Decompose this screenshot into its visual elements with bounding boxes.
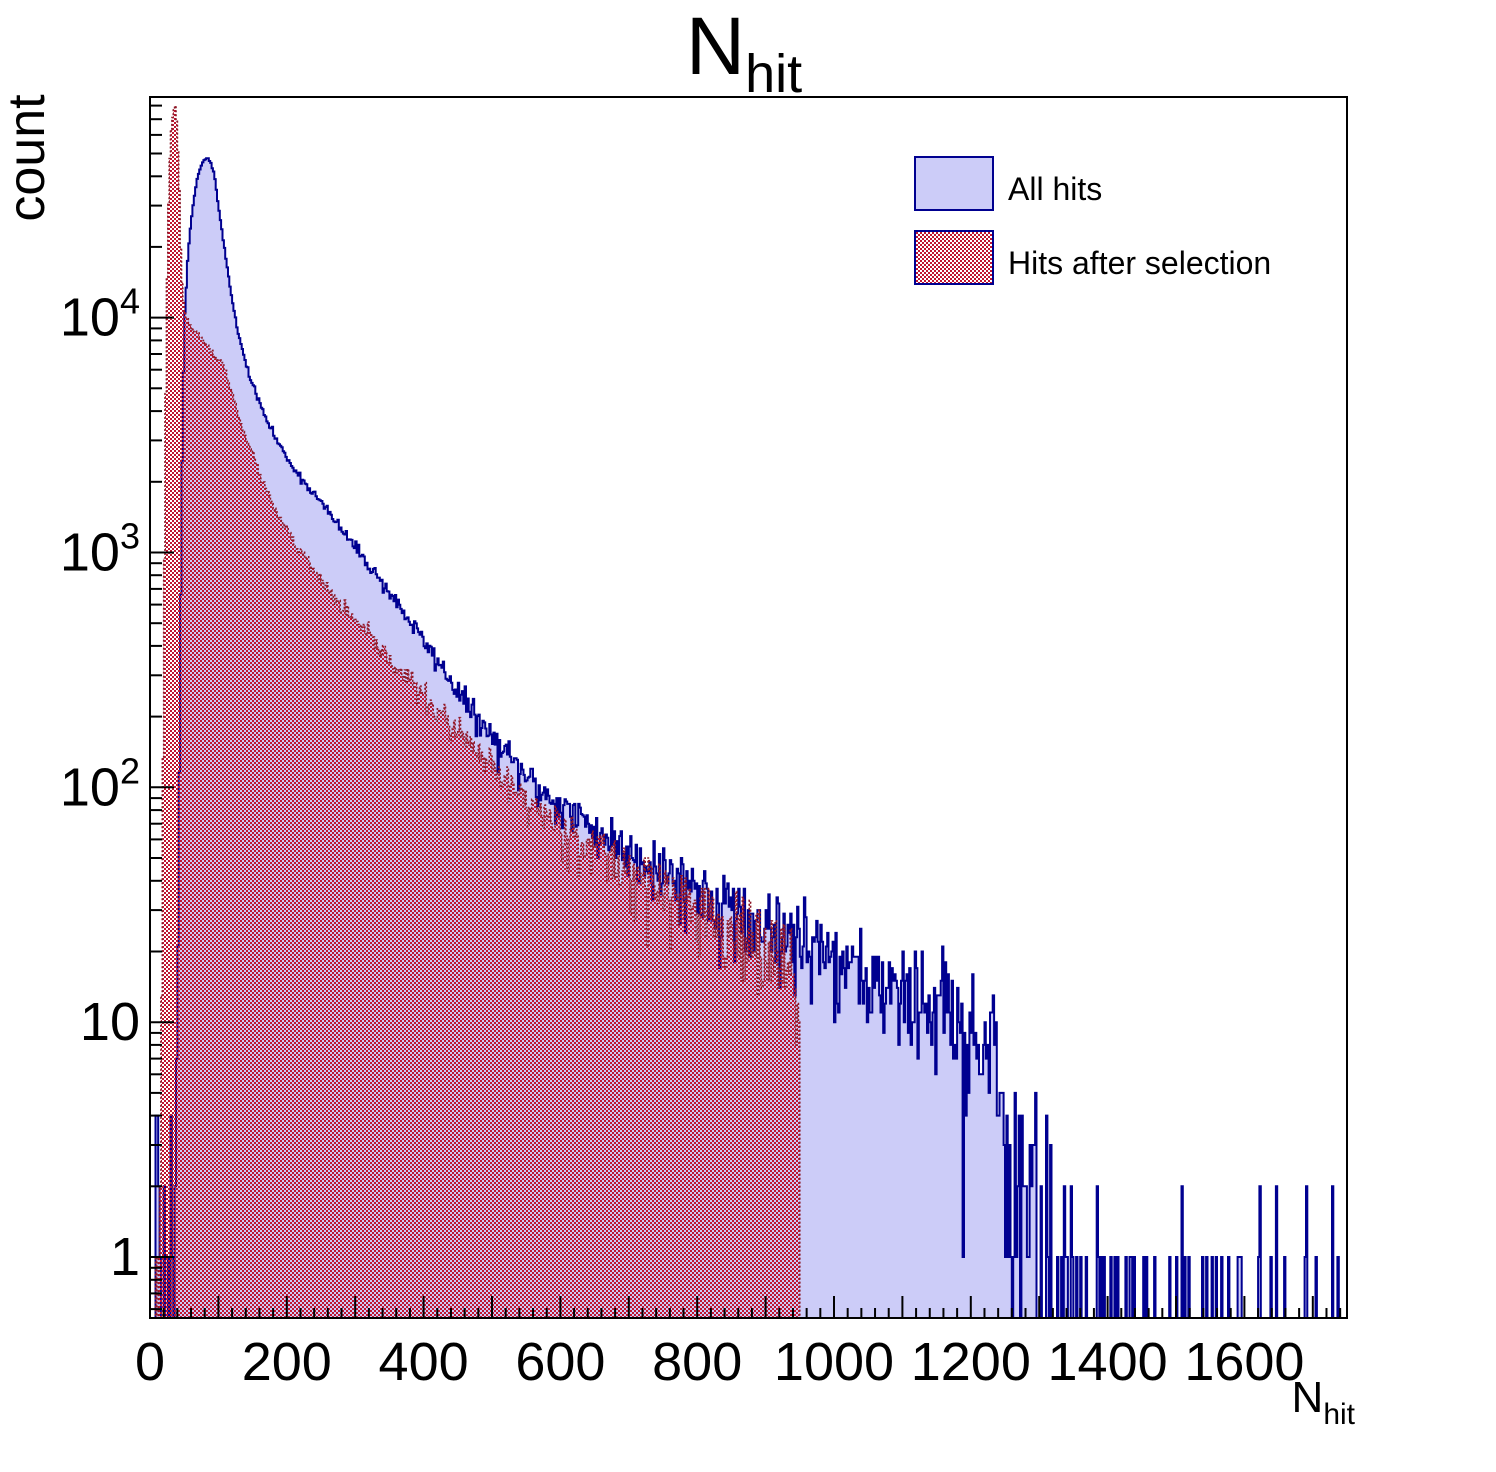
- chart-title-sub: hit: [745, 44, 802, 104]
- legend-label-hits-after-selection: Hits after selection: [1008, 245, 1271, 281]
- y-tick-label: 103: [60, 516, 140, 583]
- x-tick-label: 1400: [1048, 1332, 1168, 1392]
- x-tick-label: 1200: [911, 1332, 1031, 1392]
- x-axis-label-sub: hit: [1323, 1398, 1355, 1431]
- y-tick-label: 1: [110, 1227, 140, 1287]
- x-tick-label: 0: [135, 1332, 165, 1392]
- x-tick-label: 1600: [1184, 1332, 1304, 1392]
- y-tick-label: 104: [60, 281, 140, 348]
- series-hits-after-selection: [150, 105, 801, 1318]
- chart-title: Nhit: [686, 1, 802, 104]
- x-axis-label-main: N: [1292, 1373, 1324, 1422]
- x-tick-label: 1000: [774, 1332, 894, 1392]
- x-axis-label: Nhit: [1292, 1373, 1356, 1431]
- plot-frame: [149, 96, 1348, 1319]
- legend-label-all-hits: All hits: [1008, 171, 1102, 207]
- tick-label-group: 0 200 400 600 800 1000 1200 1400 1600 1 10 102 103 10…: [60, 281, 1305, 1392]
- x-tick-label: 200: [242, 1332, 332, 1392]
- x-tick-label: 600: [515, 1332, 605, 1392]
- x-tick-label: 400: [379, 1332, 469, 1392]
- chart-title-main: N: [686, 1, 745, 92]
- legend: All hits Hits after selection: [914, 156, 1271, 285]
- legend-swatch-all-hits: [914, 156, 994, 211]
- x-tick-label: 800: [652, 1332, 742, 1392]
- series-group: [150, 105, 1347, 1318]
- y-tick-label: 10: [80, 992, 140, 1052]
- y-tick-label: 102: [60, 750, 140, 817]
- axes-group: [149, 96, 1348, 1319]
- y-axis-label: count: [0, 94, 56, 222]
- legend-swatch-hits-after-selection: [914, 230, 994, 285]
